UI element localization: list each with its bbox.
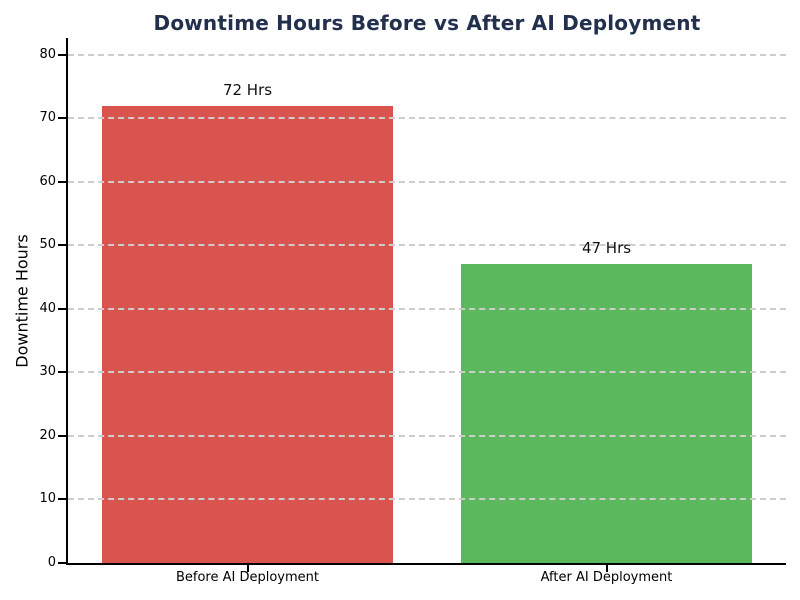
y-tick-label: 0	[47, 555, 56, 570]
gridline	[68, 371, 786, 374]
y-axis-tick	[58, 307, 66, 310]
gridline	[68, 434, 786, 437]
gridline	[68, 180, 786, 183]
x-axis-spine	[66, 563, 786, 565]
x-axis-tick	[246, 565, 249, 572]
y-axis-tick	[58, 244, 66, 247]
gridline	[68, 307, 786, 310]
y-axis-tick	[58, 562, 66, 564]
y-axis-spine	[66, 38, 68, 565]
y-axis-tick	[58, 117, 66, 120]
y-tick-label: 50	[39, 237, 56, 253]
x-tick-label: After AI Deployment	[540, 570, 673, 585]
y-axis-tick	[58, 180, 66, 183]
y-tick-label: 40	[39, 300, 56, 316]
y-tick-label: 10	[39, 491, 56, 507]
x-axis-tick	[605, 565, 608, 572]
y-axis-tick	[58, 498, 66, 501]
bar	[102, 105, 393, 563]
y-axis-tick	[58, 53, 66, 56]
chart-title: Downtime Hours Before vs After AI Deploy…	[153, 11, 701, 35]
gridline	[68, 244, 786, 247]
bar-value-label: 72 Hrs	[222, 80, 273, 99]
gridline	[68, 498, 786, 501]
bar-value-label: 47 Hrs	[581, 239, 632, 258]
y-tick-label: 20	[39, 427, 56, 443]
gridline	[68, 117, 786, 120]
gridline	[68, 53, 786, 56]
y-tick-label: 60	[39, 173, 56, 189]
y-tick-label: 80	[39, 46, 56, 62]
x-tick-label: Before AI Deployment	[175, 570, 319, 585]
bar	[461, 264, 752, 563]
y-tick-label: 70	[39, 110, 56, 126]
y-axis-tick	[58, 371, 66, 374]
plot-area: 72 Hrs Before AI Deployment 47 Hrs After AI…	[39, 38, 786, 585]
y-axis-tick	[58, 434, 66, 437]
y-tick-label: 30	[39, 364, 56, 380]
